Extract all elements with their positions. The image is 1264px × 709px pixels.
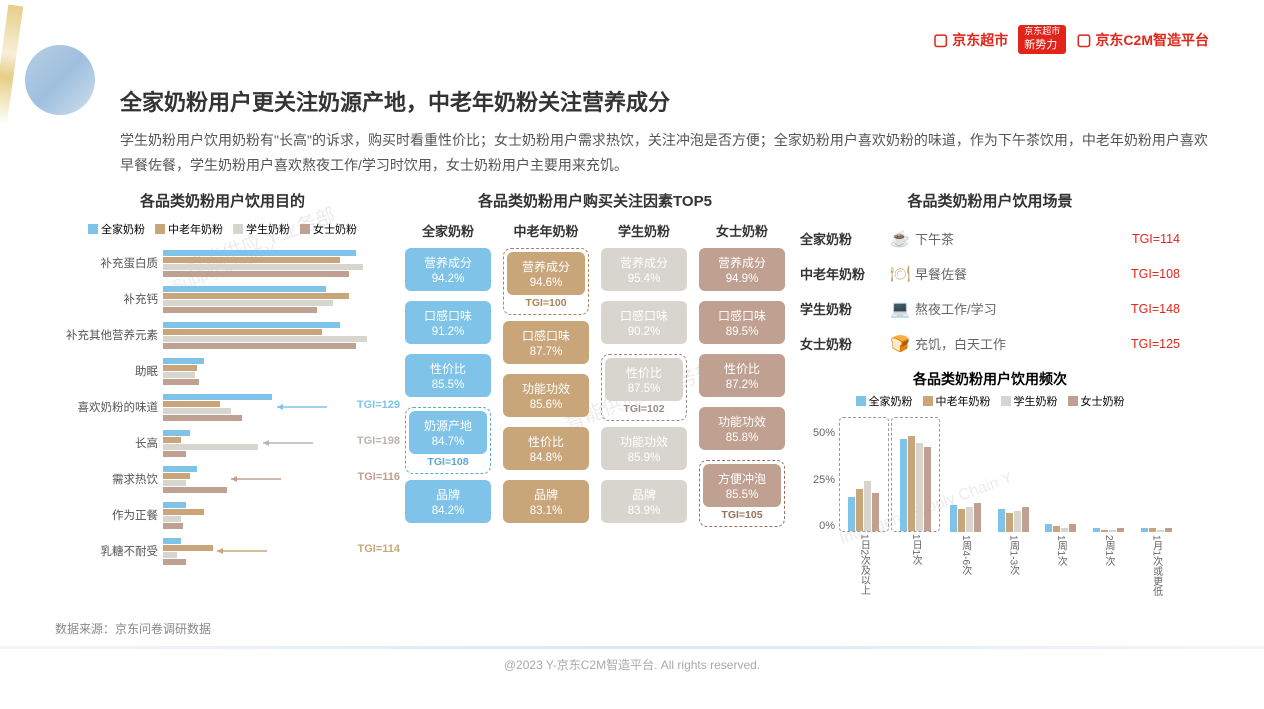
hbar-row: 需求热饮TGI=116 [55,461,390,497]
freq-chart: 50%25%0% 1日2次及以上1日1次1周4-6次1周1-3次1周1次2周1次… [800,417,1180,587]
legend-item: 中老年奶粉 [923,393,991,409]
freq-group: 1日2次及以上 [839,417,889,532]
footer-note: @2023 Y-京东C2M智造平台. All rights reserved. [0,656,1264,673]
hbar-row: 喜欢奶粉的味道TGI=129 [55,389,390,425]
freq-group: 1周1-3次 [989,417,1037,532]
hbar-row: 补充其他营养元素 [55,317,390,353]
right-section: 各品类奶粉用户饮用场景 全家奶粉☕下午茶TGI=114中老年奶粉🍽早餐佐餐TGI… [800,190,1180,587]
legend-item: 女士奶粉 [1068,393,1125,409]
legend-item: 全家奶粉 [856,393,913,409]
factor-box: 性价比87.5% [605,358,683,401]
legend-item: 女士奶粉 [300,221,357,237]
factors-column: 学生奶粉营养成分95.4%口感口味90.2%性价比87.5%TGI=102功能功… [601,221,687,533]
logo-c2m: ▢京东C2M智造平台 [1076,30,1209,50]
factor-box: 功能功效85.6% [503,374,589,417]
factors-section: 各品类奶粉用户购买关注因素TOP5 全家奶粉营养成分94.2%口感口味91.2%… [405,190,785,587]
page-title: 全家奶粉用户更关注奶源产地，中老年奶粉关注营养成分 [120,85,670,117]
header-logos: ▢京东超市 京东超市新势力 ▢京东C2M智造平台 [933,25,1209,54]
hbar-row: 乳糖不耐受TGI=114 [55,533,390,569]
hbar-row: 助眠 [55,353,390,389]
freq-group: 1月1次或更低 [1132,417,1180,532]
factor-box: 性价比84.8% [503,427,589,470]
description-text: 学生奶粉用户饮用奶粉有"长高"的诉求，购买时看重性价比；女士奶粉用户需求热饮，关… [120,128,1209,178]
data-source: 数据来源：京东问卷调研数据 [55,620,211,637]
factor-box: 功能功效85.8% [699,407,785,450]
decorative-corner [0,0,100,100]
freq-group: 1周4-6次 [941,417,989,532]
hbar-chart-section: 各品类奶粉用户饮用目的 全家奶粉中老年奶粉学生奶粉女士奶粉 补充蛋白质补充钙补充… [55,190,390,587]
footer-line [0,646,1264,649]
freq-group: 1周1次 [1037,417,1085,532]
freq-title: 各品类奶粉用户饮用频次 [800,369,1180,389]
legend-item: 中老年奶粉 [155,221,223,237]
factor-box: 营养成分94.2% [405,248,491,291]
factors-column: 中老年奶粉营养成分94.6%TGI=100口感口味87.7%功能功效85.6%性… [503,221,589,533]
factor-box: 性价比87.2% [699,354,785,397]
factor-box: 口感口味90.2% [601,301,687,344]
factor-box: 方便冲泡85.5% [703,464,781,507]
hbar-legend: 全家奶粉中老年奶粉学生奶粉女士奶粉 [55,221,390,237]
legend-item: 全家奶粉 [88,221,145,237]
logo-new-force: 京东超市新势力 [1018,25,1066,54]
hbar-title: 各品类奶粉用户饮用目的 [55,190,390,211]
factor-box: 品牌84.2% [405,480,491,523]
factors-column: 女士奶粉营养成分94.9%口感口味89.5%性价比87.2%功能功效85.8%方… [699,221,785,533]
factor-box: 营养成分94.9% [699,248,785,291]
factor-box: 品牌83.1% [503,480,589,523]
scenes-title: 各品类奶粉用户饮用场景 [800,190,1180,211]
legend-item: 学生奶粉 [233,221,290,237]
factor-box: 口感口味89.5% [699,301,785,344]
freq-legend: 全家奶粉中老年奶粉学生奶粉女士奶粉 [800,393,1180,409]
scene-row: 全家奶粉☕下午茶TGI=114 [800,221,1180,256]
hbar-row: 补充钙 [55,281,390,317]
factor-box: 功能功效85.9% [601,427,687,470]
factor-box: 口感口味91.2% [405,301,491,344]
legend-item: 学生奶粉 [1001,393,1058,409]
scene-row: 学生奶粉💻熬夜工作/学习TGI=148 [800,291,1180,326]
factor-box: 品牌83.9% [601,480,687,523]
factor-box: 口感口味87.7% [503,321,589,364]
hbar-row: 长高TGI=198 [55,425,390,461]
hbar-row: 作为正餐 [55,497,390,533]
factor-box: 营养成分95.4% [601,248,687,291]
freq-group: 1日1次 [891,417,941,532]
scene-row: 中老年奶粉🍽早餐佐餐TGI=108 [800,256,1180,291]
scene-row: 女士奶粉🍞充饥，白天工作TGI=125 [800,326,1180,361]
factor-box: 营养成分94.6% [507,252,585,295]
freq-group: 2周1次 [1085,417,1133,532]
logo-jd-market: ▢京东超市 [933,30,1008,50]
factor-box: 奶源产地84.7% [409,411,487,454]
factors-column: 全家奶粉营养成分94.2%口感口味91.2%性价比85.5%奶源产地84.7%T… [405,221,491,533]
factors-title: 各品类奶粉用户购买关注因素TOP5 [405,190,785,211]
hbar-row: 补充蛋白质 [55,245,390,281]
factor-box: 性价比85.5% [405,354,491,397]
